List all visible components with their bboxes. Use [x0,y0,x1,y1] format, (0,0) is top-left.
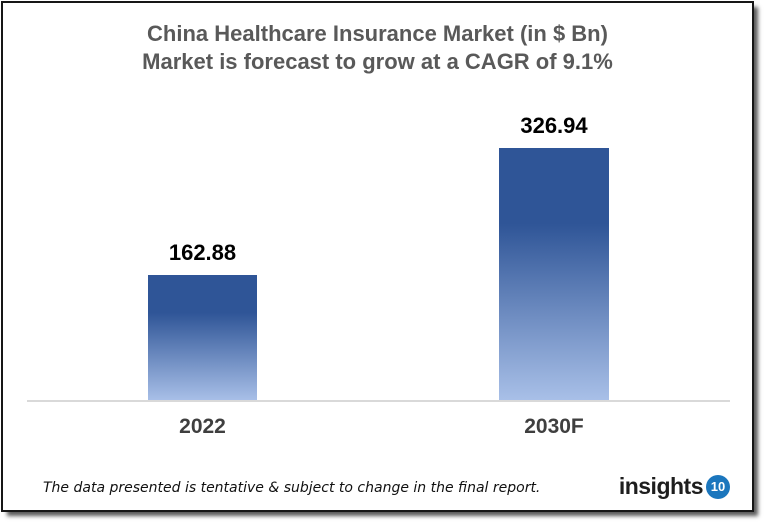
value-label-2030f: 326.94 [520,113,588,138]
chart-subtitle: Market is forecast to grow at a CAGR of … [142,49,613,74]
footer-disclaimer-note: The data presented is tentative & subjec… [43,480,541,496]
value-label-2022: 162.88 [168,240,237,265]
x-axis-label-2022: 2022 [179,415,226,438]
bar-2030f [499,148,609,401]
plot-area: 162.88 326.94 [3,3,752,402]
chart-title-block: China Healthcare Insurance Market (in $ … [3,20,752,76]
logo-badge-10: 10 [706,474,730,499]
chart-card: China Healthcare Insurance Market (in $ … [1,1,754,512]
x-axis-line [27,400,730,402]
x-axis-label-2030f: 2030F [524,415,584,438]
chart-title: China Healthcare Insurance Market (in $ … [147,21,608,46]
bar-2022 [148,275,257,401]
logo-text: insights [618,473,704,499]
insights10-logo: insights 10 [619,473,730,500]
